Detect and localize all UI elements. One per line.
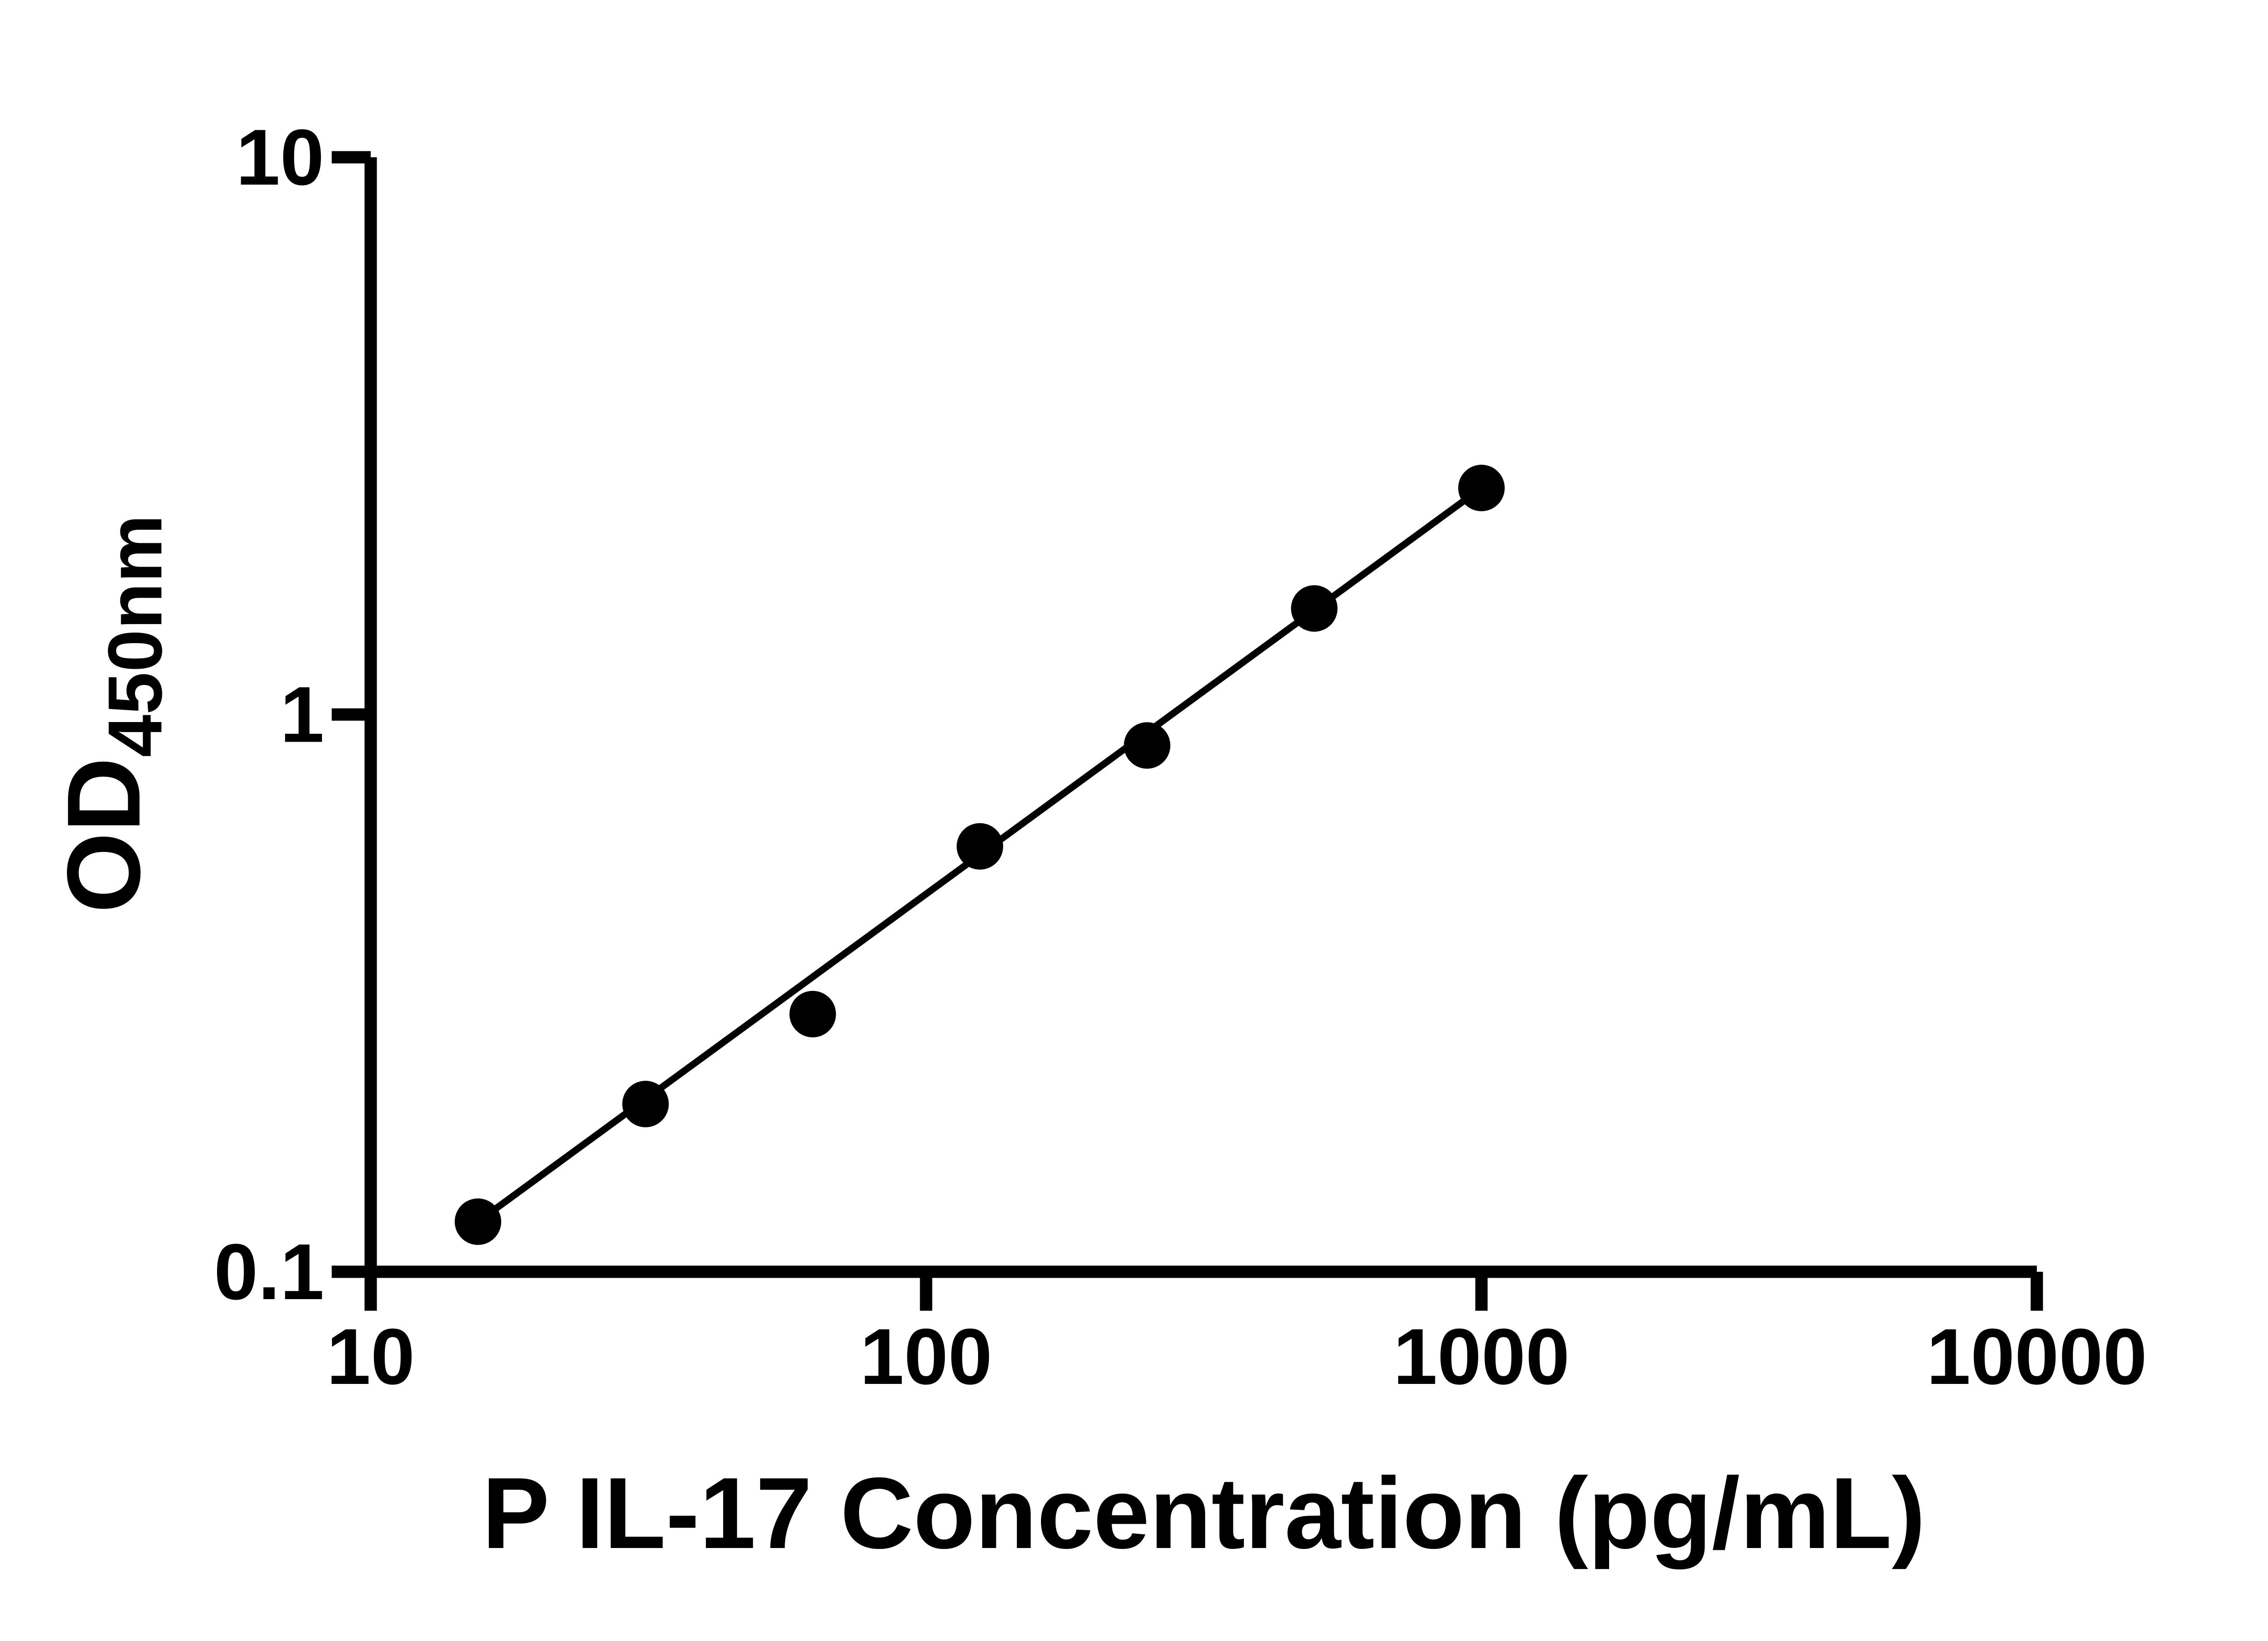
data-point bbox=[957, 823, 1004, 870]
data-point bbox=[622, 1080, 669, 1127]
tick-label-layer: 10 100 1000 10000 0.1 1 10 bbox=[214, 113, 2147, 1401]
x-axis-tick-label: 10000 bbox=[1926, 1312, 2147, 1401]
data-point bbox=[455, 1198, 502, 1245]
x-axis-tick-label: 10 bbox=[326, 1312, 415, 1401]
data-point bbox=[1458, 464, 1505, 511]
tick-layer bbox=[331, 151, 2043, 1311]
x-axis-title: P IL-17 Concentration (pg/mL) bbox=[482, 1457, 1926, 1570]
x-axis-tick-label: 100 bbox=[860, 1312, 992, 1401]
data-point bbox=[1291, 585, 1338, 632]
data-point bbox=[789, 991, 836, 1037]
axes-frame bbox=[364, 157, 2037, 1278]
y-axis-tick-label: 10 bbox=[236, 113, 324, 201]
y-axis-tick-label: 0.1 bbox=[214, 1227, 324, 1316]
x-axis-tick-label: 1000 bbox=[1393, 1312, 1569, 1401]
y-axis-title: OD450nm bbox=[46, 515, 178, 913]
axes-layer bbox=[364, 157, 2037, 1278]
point-layer bbox=[455, 464, 1505, 1245]
y-axis-title-main: OD bbox=[46, 757, 162, 913]
y-axis-tick-label: 1 bbox=[280, 670, 324, 759]
data-point bbox=[1124, 722, 1170, 769]
y-axis-title-subscript: 450nm bbox=[92, 515, 178, 757]
